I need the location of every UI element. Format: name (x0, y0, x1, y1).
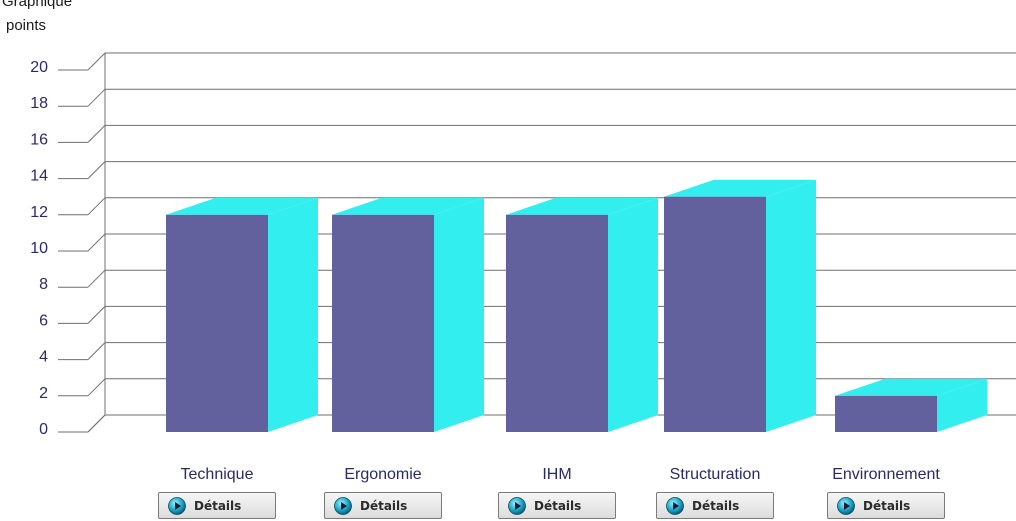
bar (332, 214, 434, 432)
y-tick-label: 18 (30, 95, 48, 112)
y-tick-label: 16 (30, 131, 48, 148)
details-button-label: Détails (692, 498, 740, 513)
x-category-label: IHM (542, 466, 572, 483)
x-category-label: Technique (180, 466, 254, 483)
y-tick-label: 6 (39, 312, 48, 329)
bar-top (166, 197, 318, 215)
y-tick-label: 2 (39, 385, 48, 402)
y-tick-label: 4 (39, 349, 48, 366)
bar-side (434, 197, 484, 432)
bar-side (268, 197, 318, 432)
play-circle-icon (666, 496, 684, 515)
gridline-diagonal (87, 88, 106, 107)
bar-top (332, 197, 484, 215)
play-circle-icon (334, 496, 352, 515)
y-axis-unit-label: points (6, 17, 47, 34)
gridline-diagonal (87, 269, 106, 288)
gridline-diagonal (87, 342, 106, 360)
gridline-diagonal (87, 306, 106, 324)
bar-side (766, 179, 816, 432)
play-circle-icon (508, 496, 526, 515)
bar (506, 214, 608, 432)
bar-top (506, 197, 658, 215)
details-button[interactable]: Détails (656, 492, 774, 519)
x-category-label: Ergonomie (344, 466, 422, 483)
bar-top (835, 378, 987, 396)
gridline-diagonal (87, 52, 106, 71)
bar (835, 395, 937, 432)
y-tick-label: 12 (30, 204, 48, 221)
gridline-diagonal (87, 233, 106, 252)
gridline-diagonal (87, 161, 106, 179)
details-button-label: Détails (534, 498, 582, 513)
bar (166, 214, 268, 432)
details-button[interactable]: Détails (324, 492, 442, 519)
y-tick-label: 0 (39, 421, 48, 438)
gridline-diagonal (87, 197, 106, 216)
details-button[interactable]: Détails (498, 492, 616, 519)
details-button[interactable]: Détails (827, 492, 945, 519)
gridline-diagonal (87, 125, 106, 143)
y-tick-label: 20 (30, 59, 48, 76)
floor-edge (87, 414, 106, 433)
bar (664, 196, 766, 432)
y-tick-label: 14 (30, 168, 48, 185)
details-button[interactable]: Détails (158, 492, 276, 519)
x-category-label: Environnement (832, 466, 940, 483)
bar-top (664, 179, 816, 197)
details-button-label: Détails (360, 498, 408, 513)
y-tick-label: 10 (30, 240, 48, 257)
bar-side (937, 378, 987, 432)
play-circle-icon (837, 496, 855, 515)
x-category-label: Structuration (669, 466, 761, 483)
details-button-label: Détails (863, 498, 911, 513)
details-button-label: Détails (194, 498, 242, 513)
bar-side (608, 197, 658, 432)
section-title: Graphique (2, 0, 73, 10)
gridline-diagonal (87, 378, 106, 397)
play-circle-icon (168, 496, 186, 515)
y-tick-label: 8 (39, 276, 48, 293)
